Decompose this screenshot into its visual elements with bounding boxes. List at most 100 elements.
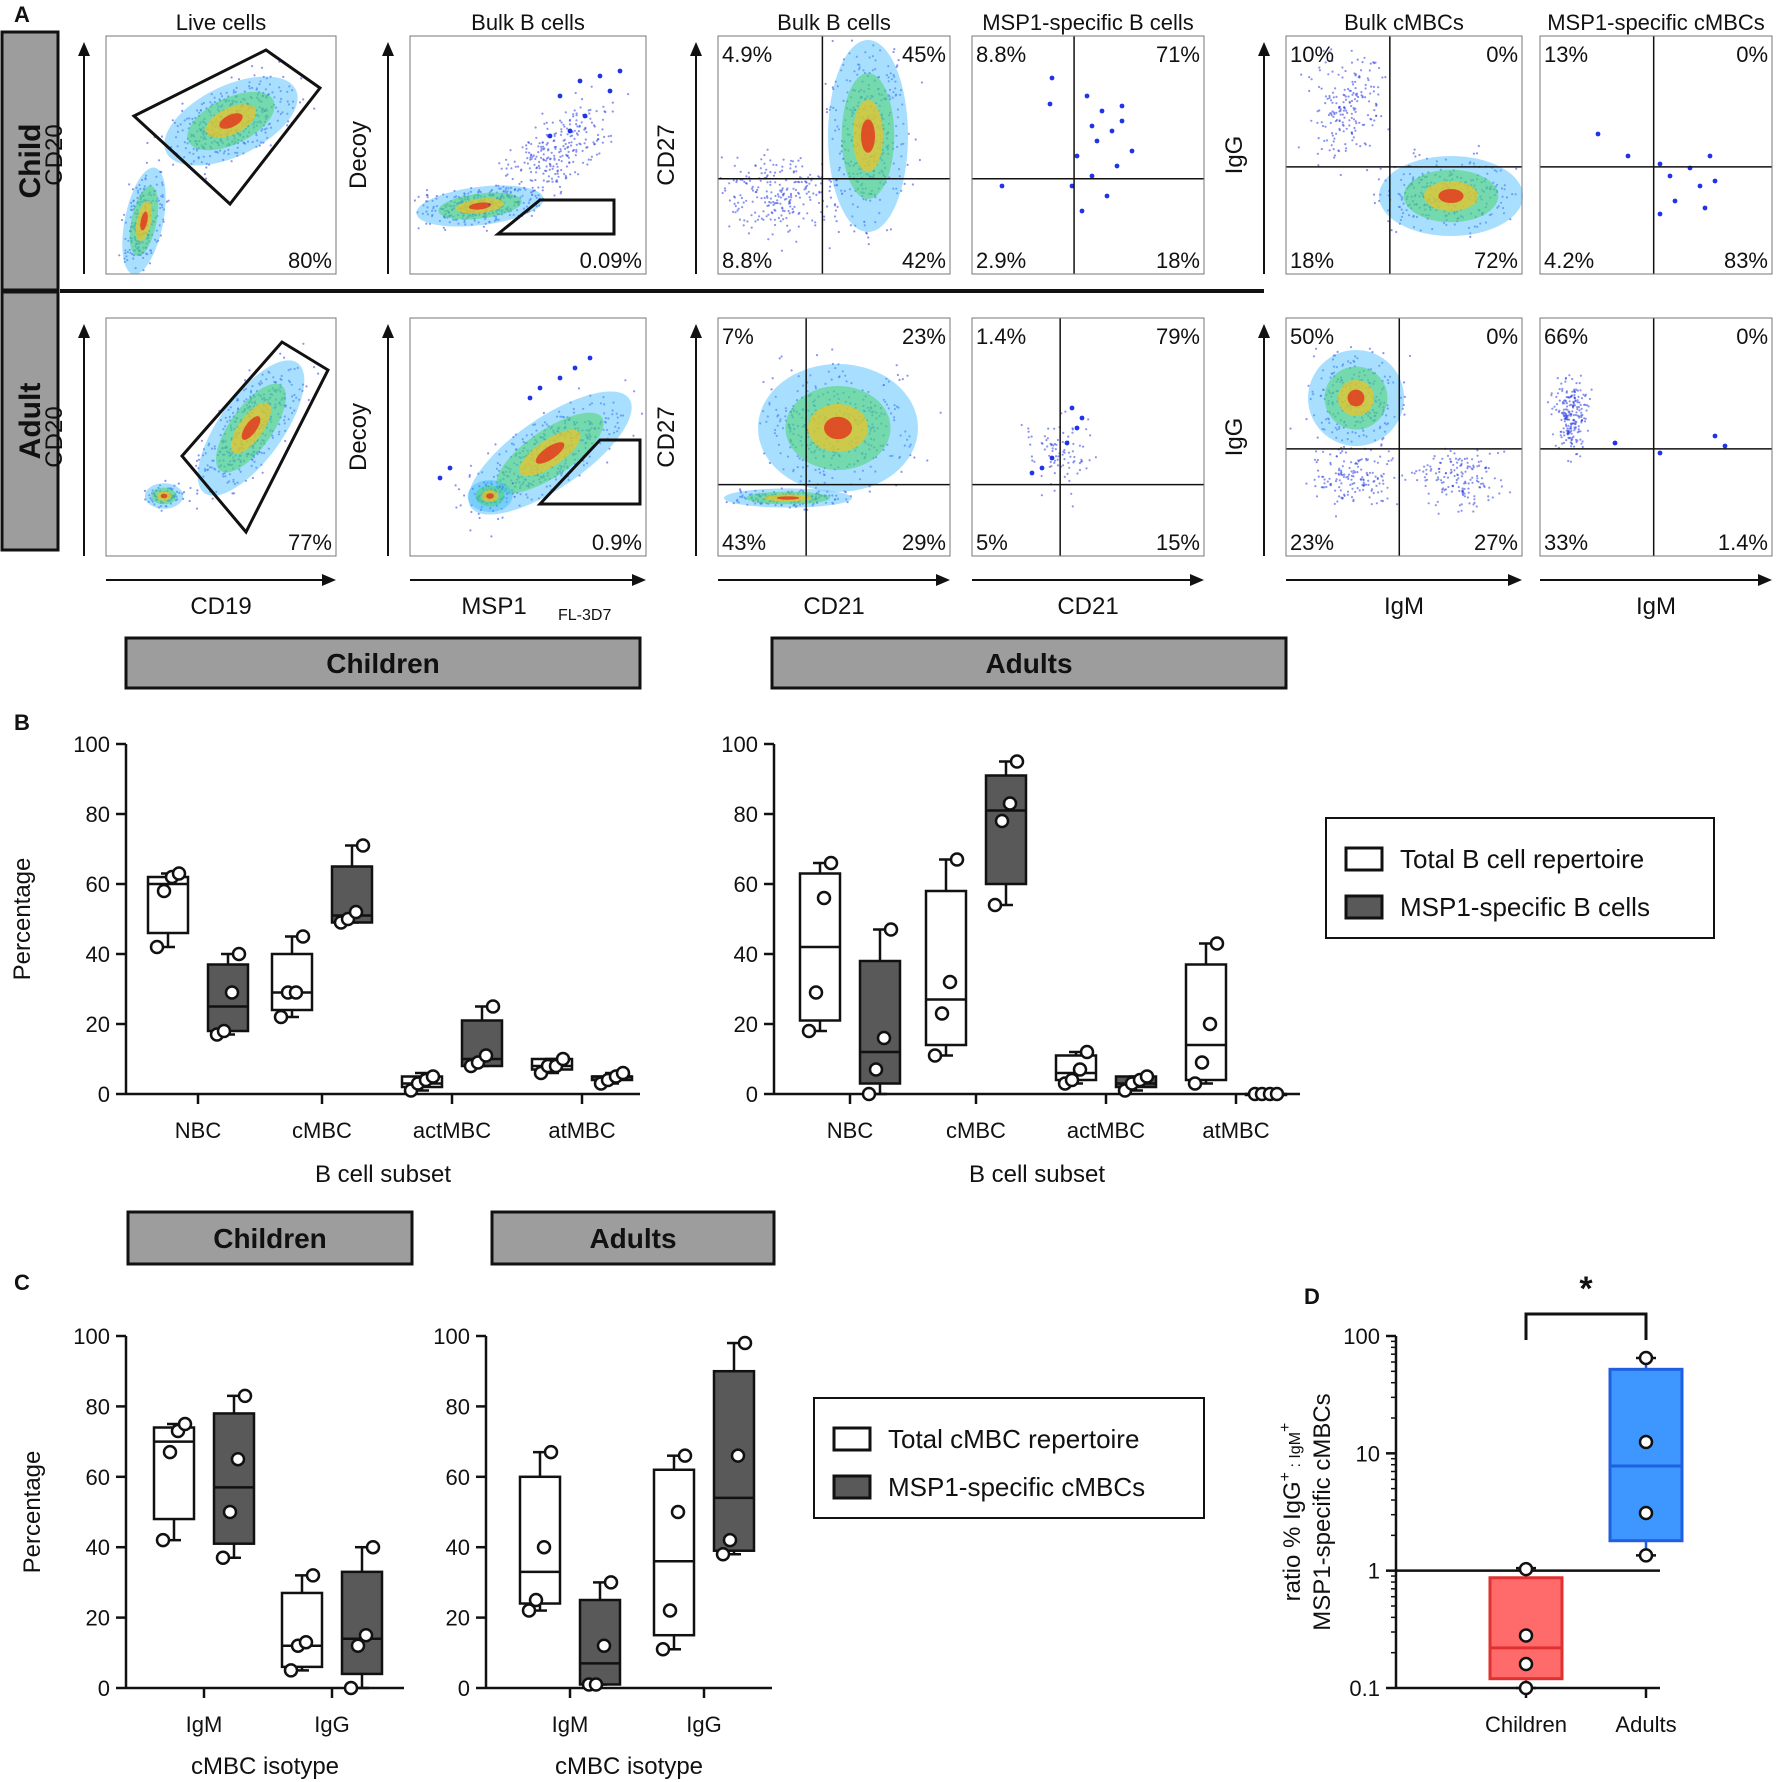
event-dot [745, 199, 748, 202]
event-dot [317, 372, 320, 375]
event-dot [1362, 478, 1365, 482]
event-dot [1367, 479, 1370, 482]
event-dot [779, 202, 782, 205]
gate-percent: 0.09% [580, 248, 642, 273]
event-dot [589, 117, 592, 120]
event-dot [157, 199, 160, 202]
event-dot [1581, 413, 1584, 417]
x-axis-arrow-head [1508, 574, 1522, 586]
event-dot [792, 171, 795, 174]
event-dot [1346, 493, 1349, 496]
quadrant-lr: 29% [902, 530, 946, 555]
plot-title: Bulk B cells [471, 10, 585, 35]
event-dot [1467, 487, 1470, 490]
event-dot [513, 195, 517, 198]
event-dot [1380, 499, 1383, 502]
event-dot [754, 211, 757, 214]
event-dot [488, 203, 491, 206]
event-dot [279, 90, 282, 93]
event-dot [640, 412, 644, 415]
event-dot [590, 85, 593, 88]
event-dot [1381, 479, 1385, 482]
event-dot [313, 107, 316, 110]
y-axis-label: Decoy [345, 121, 372, 189]
event-dot [826, 205, 829, 208]
event-dot [774, 223, 777, 227]
event-dot [1430, 468, 1433, 471]
event-dot [1447, 485, 1450, 489]
row-label-box [0, 30, 60, 292]
event-dot [1068, 479, 1071, 482]
quadrant-ur: 0% [1486, 42, 1518, 67]
event-dot [1386, 497, 1389, 500]
event-dot [736, 209, 739, 212]
event-dot [1368, 347, 1371, 350]
event-dot [1576, 406, 1579, 409]
event-dot [276, 119, 279, 122]
event-dot [769, 171, 772, 174]
event-dot [1030, 455, 1033, 458]
event-dot [1350, 461, 1353, 464]
event-dot [1334, 489, 1337, 492]
event-dot [1360, 468, 1363, 471]
event-dot [1344, 143, 1347, 146]
event-dot [1480, 477, 1484, 480]
event-dot [532, 189, 535, 192]
event-dot [579, 106, 582, 109]
event-dot [1320, 147, 1323, 151]
event-dot [750, 226, 753, 229]
event-dot [417, 195, 420, 198]
event-dot [165, 200, 168, 203]
event-dot [589, 158, 593, 161]
event-dot [809, 198, 812, 201]
event-dot [1033, 460, 1036, 463]
event-dot [199, 109, 203, 112]
event-dot [1479, 482, 1483, 485]
event-dot [235, 86, 238, 89]
event-dot [442, 193, 445, 196]
event-dot [1425, 473, 1428, 476]
event-dot [1488, 452, 1491, 455]
event-dot [1053, 472, 1056, 475]
event-dot [281, 111, 284, 114]
event-dot [1356, 100, 1359, 103]
event-dot [1560, 436, 1563, 439]
event-dot [1667, 173, 1673, 179]
event-dot [780, 249, 784, 252]
event-dot [804, 180, 807, 183]
plot-frame [1539, 35, 1773, 275]
event-dot [255, 87, 258, 90]
event-dot [1469, 478, 1472, 481]
event-dot [265, 127, 268, 130]
event-dot [129, 216, 132, 219]
event-dot [1339, 451, 1342, 455]
event-dot [1466, 465, 1469, 468]
event-dot [906, 374, 909, 377]
event-dot [1334, 472, 1337, 475]
event-dot [463, 494, 466, 497]
event-dot [576, 125, 579, 128]
event-dot [1471, 481, 1474, 484]
event-dot [1366, 169, 1369, 172]
event-dot [611, 110, 614, 113]
event-dot [190, 162, 193, 165]
event-dot [279, 100, 282, 103]
event-dot [609, 134, 613, 137]
event-dot [1048, 454, 1051, 457]
event-dot [559, 119, 562, 122]
event-dot [1051, 449, 1054, 453]
event-dot [1457, 477, 1460, 480]
event-dot [1343, 473, 1346, 476]
event-dot [1372, 492, 1375, 495]
event-dot [1580, 415, 1583, 419]
event-dot [1338, 486, 1341, 489]
event-dot [1415, 470, 1418, 473]
event-dot [278, 86, 281, 89]
event-dot [534, 178, 537, 182]
event-dot [1579, 374, 1582, 377]
event-dot [814, 224, 817, 227]
event-dot [1571, 390, 1574, 393]
event-dot [1316, 458, 1319, 462]
event-dot [828, 189, 831, 193]
